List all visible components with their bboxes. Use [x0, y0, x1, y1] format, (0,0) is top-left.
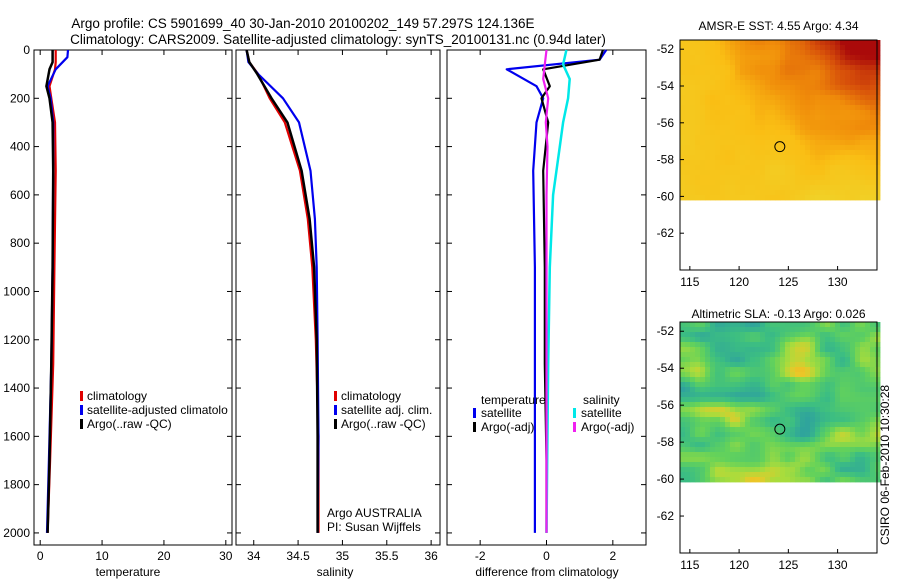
- y-tick-label: -54: [657, 361, 675, 375]
- x-axis-label: salinity: [317, 565, 354, 579]
- sst-map-panel: AMSR-E SST: 4.55 Argo: 4.34 115 120 125 130 -…: [657, 19, 881, 289]
- legend-label: Argo(..raw -QC): [87, 417, 172, 431]
- x-tick-label: 0: [543, 549, 550, 563]
- y-tick-label: 400: [10, 140, 30, 154]
- y-tick-label: -54: [657, 79, 675, 93]
- y-tick-label: -58: [657, 153, 675, 167]
- y-tick-label: -52: [657, 42, 675, 56]
- x-tick-label: 130: [828, 275, 848, 289]
- series-line-1: [46, 50, 57, 533]
- x-axis-label: difference from climatology: [475, 565, 618, 579]
- y-tick-label: -52: [657, 324, 675, 338]
- x-tick-label: 34.5: [286, 549, 310, 563]
- series-line-3: [245, 49, 319, 533]
- legend-swatch: [573, 422, 576, 432]
- plot-frame: [235, 49, 441, 546]
- legend-label: climatology: [341, 389, 401, 403]
- legend-swatch: [334, 391, 337, 401]
- annotation-text: Argo AUSTRALIA: [327, 506, 422, 520]
- legend-label: Argo(..raw -QC): [341, 417, 426, 431]
- series-line-1: [505, 49, 608, 533]
- temperature-panel: 0 10 20 30 0 200 400 600 800 1000 1200 1400 1600 1800…: [3, 43, 233, 579]
- x-tick-label: 130: [828, 558, 848, 572]
- legend-group-label: salinity: [583, 393, 620, 407]
- legend-group-label: temperature: [481, 393, 546, 407]
- legend-swatch: [334, 405, 337, 415]
- legend-swatch: [80, 419, 83, 429]
- legend-label: satellite: [481, 406, 522, 420]
- map-title: Altimetric SLA: -0.13 Argo: 0.026: [691, 307, 865, 321]
- y-tick-label: 2000: [3, 526, 30, 540]
- sla-map-panel: Altimetric SLA: -0.13 Argo: 0.026 115 120 1…: [657, 307, 881, 572]
- legend-swatch: [573, 408, 576, 418]
- y-tick-label: 1600: [3, 429, 30, 443]
- argo-position-marker: [774, 423, 786, 435]
- legend-swatch: [473, 422, 476, 432]
- x-tick-label: 2: [609, 549, 616, 563]
- x-tick-label: -2: [475, 549, 486, 563]
- map-frame: [679, 321, 878, 554]
- x-tick-label: 115: [680, 558, 699, 572]
- y-tick-label: -58: [657, 435, 675, 449]
- y-tick-label: 1000: [3, 284, 30, 298]
- legend-swatch: [80, 391, 83, 401]
- footer-note: CSIRO 06-Feb-2010 10:30:28: [878, 385, 892, 545]
- legend-label: Argo(-adj): [481, 420, 534, 434]
- y-tick-label: 1800: [3, 478, 30, 492]
- x-axis-label: temperature: [96, 565, 161, 579]
- annotation-text: PI: Susan Wijffels: [327, 520, 421, 534]
- difference-panel: -2 0 2 difference from climatology temperatu…: [446, 49, 647, 579]
- y-tick-label: 0: [23, 43, 30, 57]
- title-line-1: Argo profile: CS 5901699_40 30-Jan-2010 …: [71, 16, 534, 31]
- y-tick-label: 800: [10, 236, 30, 250]
- legend-label: satellite: [581, 406, 622, 420]
- x-tick-label: 35: [336, 549, 350, 563]
- legend-swatch: [473, 408, 476, 418]
- x-tick-label: 125: [778, 558, 798, 572]
- x-tick-label: 120: [729, 275, 749, 289]
- x-tick-label: 0: [37, 549, 44, 563]
- y-tick-label: -56: [657, 398, 675, 412]
- map-frame: [679, 39, 878, 271]
- x-tick-label: 120: [729, 558, 749, 572]
- salinity-panel: 34 34.5 35 35.5 36 salinity climatologysatelli…: [235, 49, 441, 579]
- x-tick-label: 115: [680, 275, 699, 289]
- legend-swatch: [80, 405, 83, 415]
- legend-label: satellite adj. clim.: [341, 403, 432, 417]
- y-tick-label: 600: [10, 188, 30, 202]
- y-tick-label: -56: [657, 116, 675, 130]
- x-tick-label: 20: [157, 549, 171, 563]
- y-tick-label: -62: [657, 226, 675, 240]
- legend-label: climatology: [87, 389, 147, 403]
- y-tick-label: -60: [657, 472, 675, 486]
- x-tick-label: 10: [95, 549, 109, 563]
- y-tick-label: 1200: [3, 333, 30, 347]
- legend-label: Argo(-adj): [581, 420, 634, 434]
- x-tick-label: 30: [219, 549, 233, 563]
- title-line-2: Climatology: CARS2009. Satellite-adjuste…: [70, 32, 606, 47]
- x-tick-label: 125: [778, 275, 798, 289]
- y-tick-label: -60: [657, 189, 675, 203]
- x-tick-label: 34: [247, 549, 261, 563]
- map-field: [680, 322, 881, 483]
- series-line-4: [542, 49, 550, 533]
- map-title: AMSR-E SST: 4.55 Argo: 4.34: [698, 19, 858, 33]
- argo-position-marker: [774, 141, 786, 153]
- series-line-2: [540, 49, 604, 533]
- y-tick-label: -62: [657, 509, 675, 523]
- series-line-3: [45, 50, 55, 533]
- legend-swatch: [334, 419, 337, 429]
- y-tick-label: 1400: [3, 381, 30, 395]
- legend-label: satellite-adjusted climatolo: [87, 403, 228, 417]
- x-tick-label: 36: [424, 549, 438, 563]
- x-tick-label: 35.5: [375, 549, 399, 563]
- series-line-3: [545, 49, 571, 533]
- plot-frame: [33, 49, 233, 546]
- map-field: [680, 40, 881, 201]
- y-tick-label: 200: [10, 91, 30, 105]
